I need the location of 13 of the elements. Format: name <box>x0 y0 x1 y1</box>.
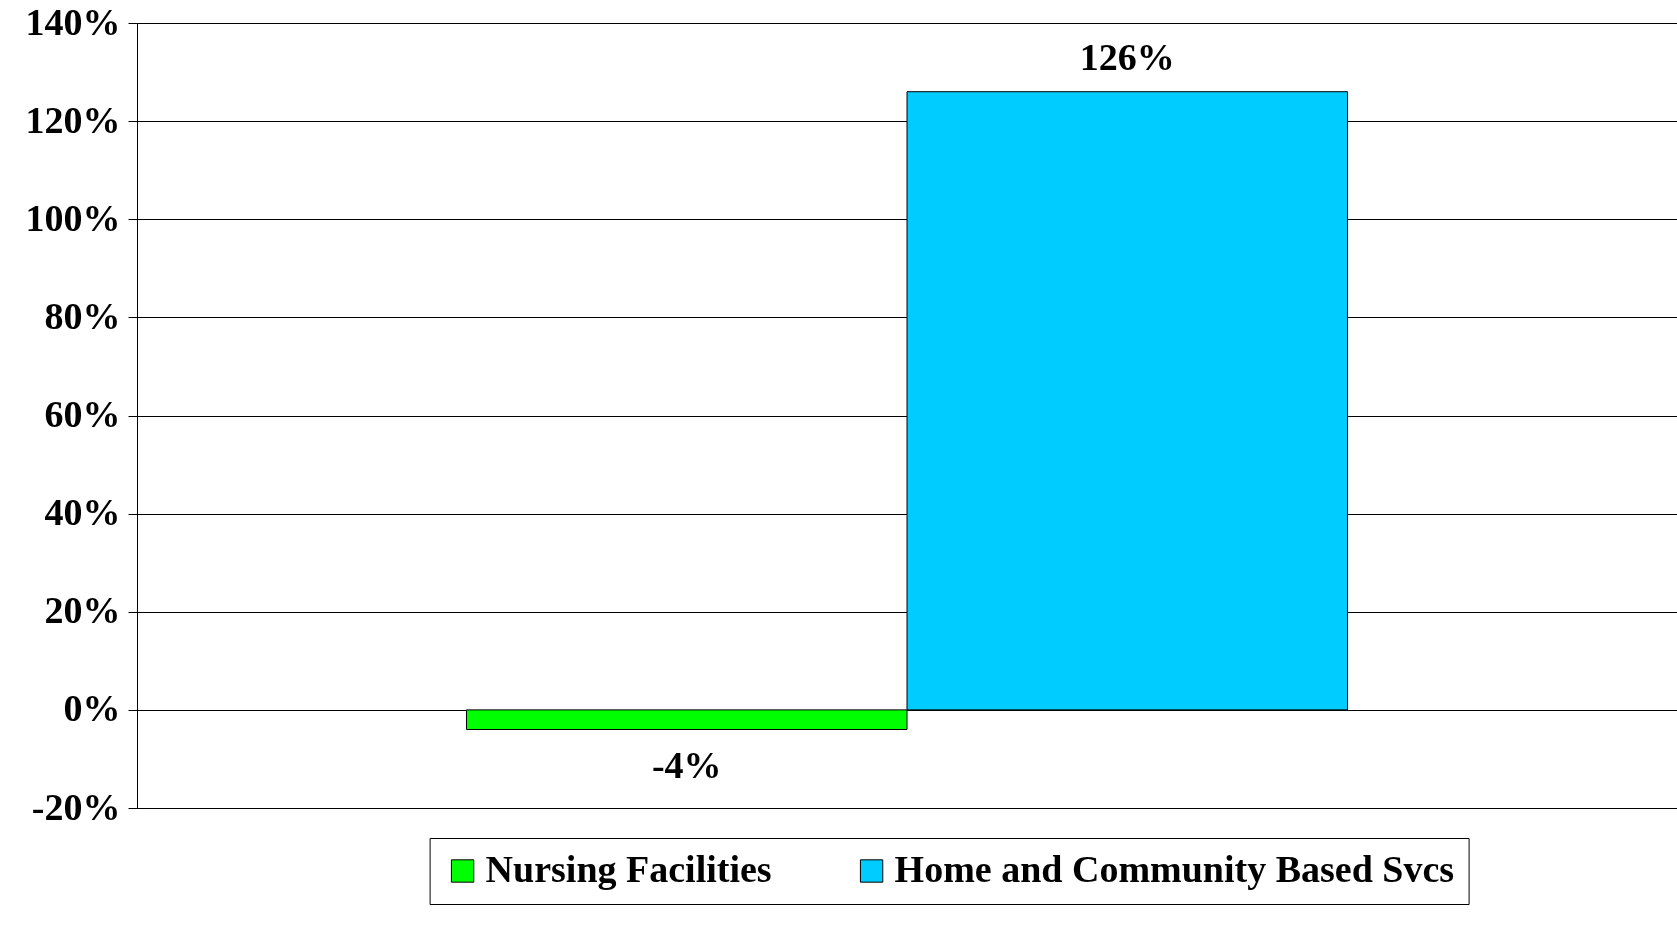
legend-label: Home and Community Based Svcs <box>894 848 1455 890</box>
y-tick-label: 0% <box>63 687 121 730</box>
y-tick-label: 100% <box>25 196 121 239</box>
y-tick-label: 120% <box>25 98 121 141</box>
y-tick-label: 20% <box>44 589 121 632</box>
y-tick-label: 80% <box>44 294 121 337</box>
data-label: 126% <box>1079 35 1175 78</box>
data-label: -4% <box>651 743 722 786</box>
y-tick-label: 140% <box>25 0 121 43</box>
y-tick-label: -20% <box>31 785 121 828</box>
y-tick-label: 40% <box>44 491 121 534</box>
y-tick-label: 60% <box>44 393 121 435</box>
legend-label: Nursing Facilities <box>485 848 772 890</box>
